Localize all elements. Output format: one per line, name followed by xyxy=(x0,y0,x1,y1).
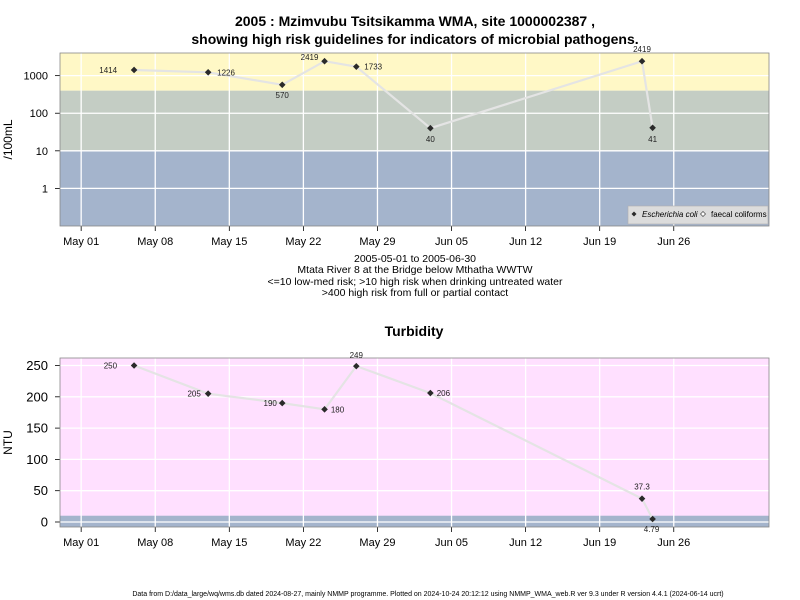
chart1-band-1 xyxy=(60,90,769,151)
chart1-data-label: 40 xyxy=(426,135,435,144)
chart1-xtick-label: Jun 12 xyxy=(509,236,542,248)
chart1-xtick-label: May 01 xyxy=(63,236,99,248)
chart1-data-label: 570 xyxy=(276,91,290,100)
legend-box xyxy=(627,205,769,225)
chart1-point xyxy=(638,57,646,65)
footer-note: Data from D:/data_large/wq/wms.db dated … xyxy=(132,591,723,598)
chart1-xtick-label: May 29 xyxy=(359,236,395,248)
chart1-ytick-label: 10 xyxy=(36,146,48,158)
chart2-series-line-0 xyxy=(133,364,654,520)
chart2-ytick-label: 0 xyxy=(41,514,48,529)
chart1-caption-site: Mtata River 8 at the Bridge below Mthath… xyxy=(297,264,532,276)
chart2-xtick-label: Jun 12 xyxy=(509,537,542,549)
chart1-frame xyxy=(59,52,770,227)
chart2-xtick-label: Jun 26 xyxy=(657,537,690,549)
chart1-data-label: 1226 xyxy=(217,68,235,77)
chart1-series-line-0 xyxy=(134,60,654,130)
chart1-legend: Escherichia coli faecal coliforms xyxy=(627,205,769,225)
chart2-data-label: 190 xyxy=(264,399,278,408)
chart1-ytick-label: 1000 xyxy=(24,71,48,83)
chart2-xtick-label: Jun 05 xyxy=(435,537,468,549)
chart1-point xyxy=(352,63,360,70)
chart2-xtick-label: May 29 xyxy=(359,537,395,549)
chart1-data-label: 2419 xyxy=(633,45,651,54)
chart2-data-label: 250 xyxy=(104,362,118,371)
chart1-caption-guideline-drinking: <=10 low-med risk; >10 high risk when dr… xyxy=(267,276,563,288)
chart2-point xyxy=(427,389,434,397)
chart2-point xyxy=(130,362,138,369)
chart2-ytick-label: 150 xyxy=(26,421,48,436)
chart2-ytick-label: 200 xyxy=(26,389,48,404)
chart2-point xyxy=(352,362,360,370)
chart1-plot-area: 1 10 100 1000 May 01 May 08 May 15 May 22 May 29… xyxy=(1,45,770,248)
chart1-ylabel: /100mL xyxy=(1,119,15,159)
chart1-caption-guideline-contact: >400 high risk from full or partial cont… xyxy=(322,287,509,299)
chart2-xtick-label: May 15 xyxy=(211,537,247,549)
chart1-point xyxy=(649,124,656,132)
chart2-ylabel: NTU xyxy=(1,430,15,455)
chart1-point xyxy=(130,66,138,74)
chart1-xtick-label: May 22 xyxy=(285,236,321,248)
chart1-title-line1: 2005 : Mzimvubu Tsitsikamma WMA, site 10… xyxy=(235,13,595,29)
chart1-data-label: 1414 xyxy=(99,66,117,75)
chart1-title-line2: showing high risk guidelines for indicat… xyxy=(191,31,638,47)
chart2-ytick-label: 250 xyxy=(26,358,48,373)
legend-label-ecoli: Escherichia coli xyxy=(642,210,698,219)
chart1-point xyxy=(204,69,212,76)
legend-marker-ecoli xyxy=(631,211,637,217)
chart2-xtick-label: May 01 xyxy=(63,537,99,549)
chart2-point xyxy=(321,406,328,413)
chart2-frame xyxy=(59,357,770,528)
chart2-title: Turbidity xyxy=(385,323,444,339)
legend-marker-faecal xyxy=(700,211,706,217)
chart1-xtick-label: Jun 26 xyxy=(657,236,690,248)
chart2-data-label: 37.3 xyxy=(634,483,650,492)
chart2-plot-area: 0 50 100 150 200 250 May 01 May 08 May 15 May 22 M… xyxy=(1,351,770,549)
chart2-point xyxy=(278,399,286,407)
chart1-xtick-label: Jun 05 xyxy=(435,236,468,248)
chart2-point xyxy=(204,390,212,397)
chart1-xtick-label: May 15 xyxy=(211,236,247,248)
chart1-caption-date-range: 2005-05-01 to 2005-06-30 xyxy=(354,253,476,265)
chart1-ytick-label: 1 xyxy=(42,183,48,195)
chart2-data-label: 205 xyxy=(187,390,201,399)
chart1-data-label: 2419 xyxy=(301,53,319,62)
chart2-xtick-label: May 08 xyxy=(137,537,173,549)
chart2-point xyxy=(638,495,646,502)
chart2-ytick-label: 50 xyxy=(34,483,48,498)
chart2-data-label: 249 xyxy=(350,351,364,360)
chart2-data-label: 4.79 xyxy=(644,525,660,534)
chart1-xtick-label: Jun 19 xyxy=(583,236,616,248)
chart2-xtick-label: May 22 xyxy=(285,537,321,549)
chart2-point xyxy=(649,515,656,523)
chart1-point xyxy=(278,81,286,89)
chart1-data-label: 41 xyxy=(648,135,657,144)
chart1-point xyxy=(427,124,434,132)
chart2-ytick-label: 100 xyxy=(26,452,48,467)
chart2-xtick-label: Jun 19 xyxy=(583,537,616,549)
chart1-data-label: 1733 xyxy=(364,63,382,72)
chart2-data-label: 180 xyxy=(331,405,345,414)
chart1-ytick-label: 100 xyxy=(30,108,48,120)
chart1-point xyxy=(321,57,328,65)
chart2-data-label: 206 xyxy=(437,389,451,398)
legend-label-faecal: faecal coliforms xyxy=(711,210,767,219)
chart2-background xyxy=(60,358,769,527)
chart1-xtick-label: May 08 xyxy=(137,236,173,248)
